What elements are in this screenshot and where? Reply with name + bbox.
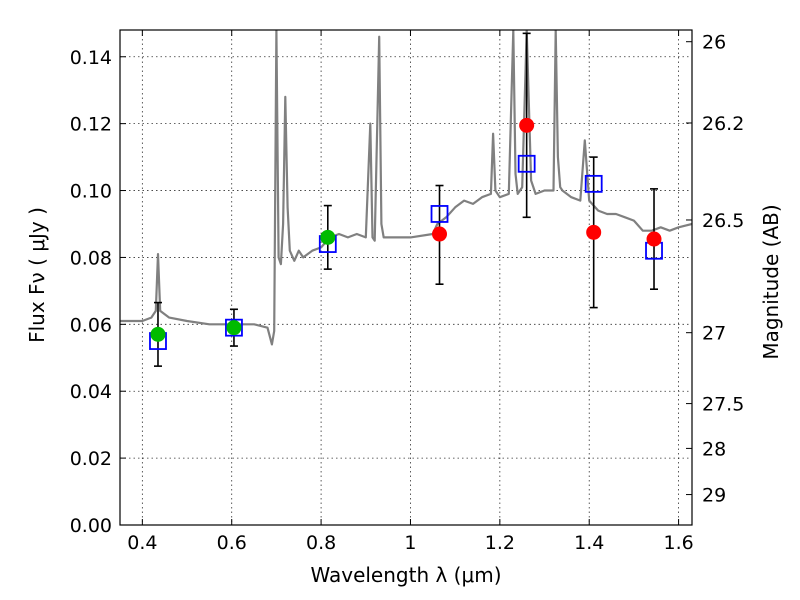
optical-data-point — [150, 326, 166, 342]
model-spectrum — [120, 30, 692, 346]
y-tick-label: 0.04 — [70, 381, 112, 403]
y-tick-label: 0.06 — [70, 314, 112, 336]
y-tick-label: 0.08 — [70, 247, 112, 269]
y-tick-label: 0.10 — [70, 181, 112, 203]
model-square — [517, 154, 536, 173]
right-tick-label: 28 — [702, 438, 726, 460]
model-square — [584, 174, 603, 193]
x-tick-label: 1.6 — [663, 532, 693, 554]
y-tick-label: 0.12 — [70, 114, 112, 136]
optical-data-point — [320, 229, 336, 245]
right-tick-label: 27.5 — [702, 394, 744, 416]
right-axis-ticks: 26 26.2 26.5 27 27.5 28 29 — [686, 32, 744, 507]
optical-data-point — [226, 320, 242, 336]
plot-frame — [119, 29, 693, 526]
right-tick-label: 26 — [702, 32, 726, 54]
x-tick-label: 0.4 — [127, 532, 157, 554]
right-tick-label: 29 — [702, 485, 726, 507]
right-tick-label: 26.2 — [702, 113, 744, 135]
x-tick-label: 1 — [404, 532, 416, 554]
y-tick-label: 0.14 — [70, 47, 112, 69]
x-axis-title: Wavelength λ (μm) — [310, 563, 501, 587]
right-tick-label: 26.5 — [702, 210, 744, 232]
model-square — [430, 205, 449, 223]
nir-data-point — [432, 226, 448, 242]
observed-photometry-points — [150, 117, 662, 342]
spectrum-line — [120, 30, 692, 346]
y-axis-ticks: 0.00 0.02 0.04 0.06 0.08 0.10 0.12 0.14 — [70, 47, 126, 537]
right-tick-label: 27 — [702, 323, 726, 345]
nir-data-point — [586, 224, 602, 240]
y-axis-title: Flux Fν ( μJy ) — [25, 207, 49, 343]
model-square — [225, 318, 243, 337]
y-tick-label: 0.02 — [70, 448, 112, 470]
x-tick-label: 1.4 — [574, 532, 604, 554]
x-tick-label: 0.6 — [217, 532, 247, 554]
right-axis-title: Magnitude (AB) — [759, 204, 783, 359]
x-tick-label: 0.8 — [306, 532, 336, 554]
x-tick-label: 1.2 — [485, 532, 515, 554]
nir-data-point — [519, 117, 535, 133]
y-tick-label: 0.00 — [70, 515, 112, 537]
nir-data-point — [646, 231, 662, 247]
x-axis-ticks: 0.4 0.6 0.8 1 1.2 1.4 1.6 — [127, 30, 694, 554]
